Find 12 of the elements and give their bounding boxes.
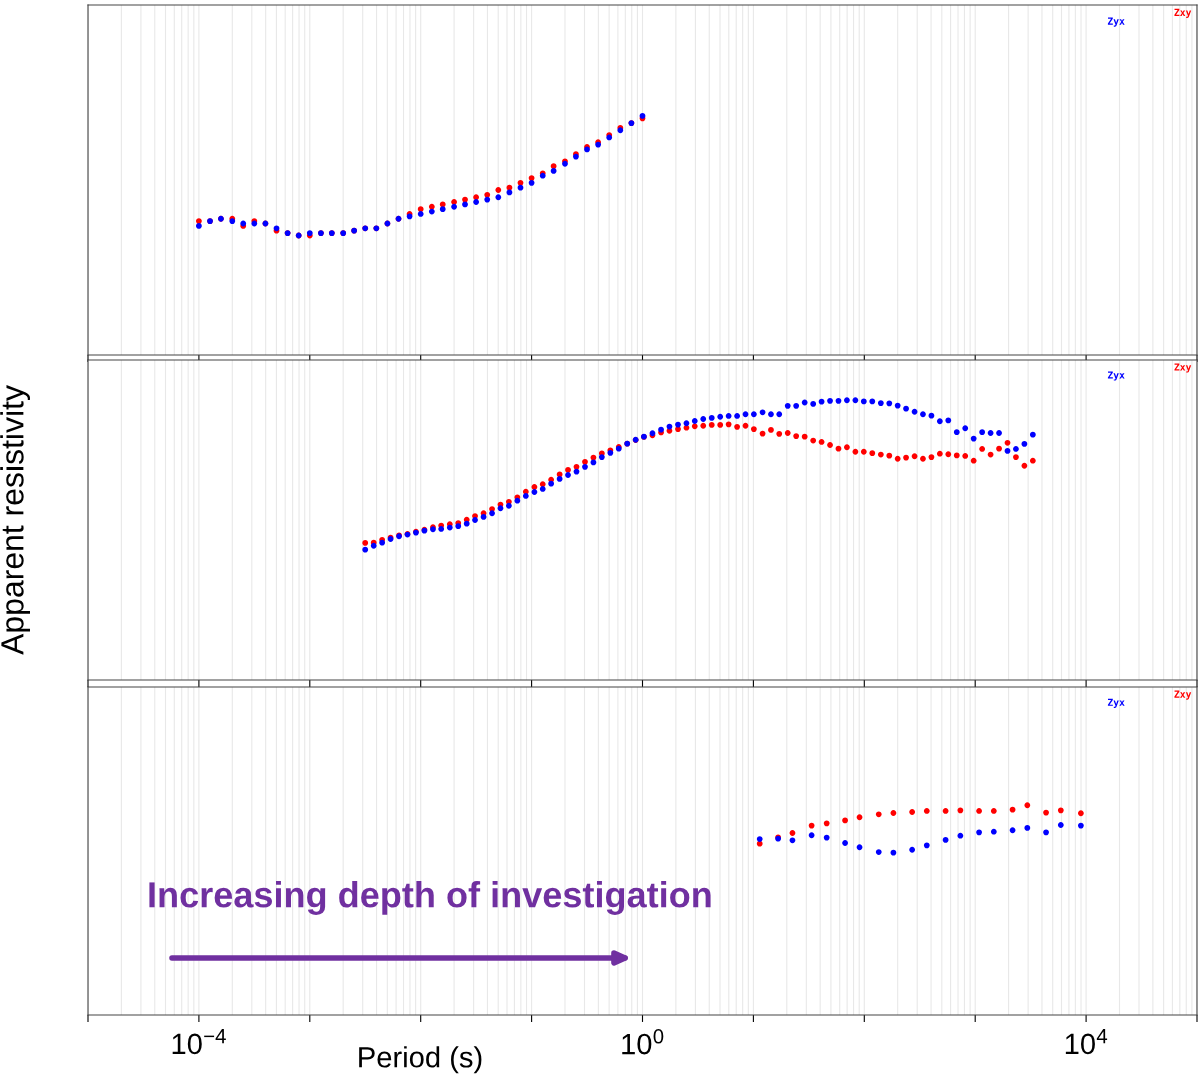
text: Zyx [1107, 371, 1125, 381]
x-axis-title: Period (s) [359, 1046, 482, 1074]
x-tick-label: 10$^{0}$ [622, 1029, 664, 1055]
text: Zyx [1107, 17, 1125, 27]
text: Zxy [1174, 690, 1192, 700]
text: Zyx [1107, 698, 1125, 708]
text: Zxy [1174, 363, 1192, 373]
x-tick-label: 10$^{4}$ [1065, 1029, 1108, 1055]
y-axis-title: Apparent resistivity [0, 385, 30, 655]
text: Zxy [1174, 8, 1192, 18]
annotation: Increasing depth of investigation [149, 881, 711, 915]
x-tick-label: 10$^{−4}$ [172, 1029, 226, 1055]
